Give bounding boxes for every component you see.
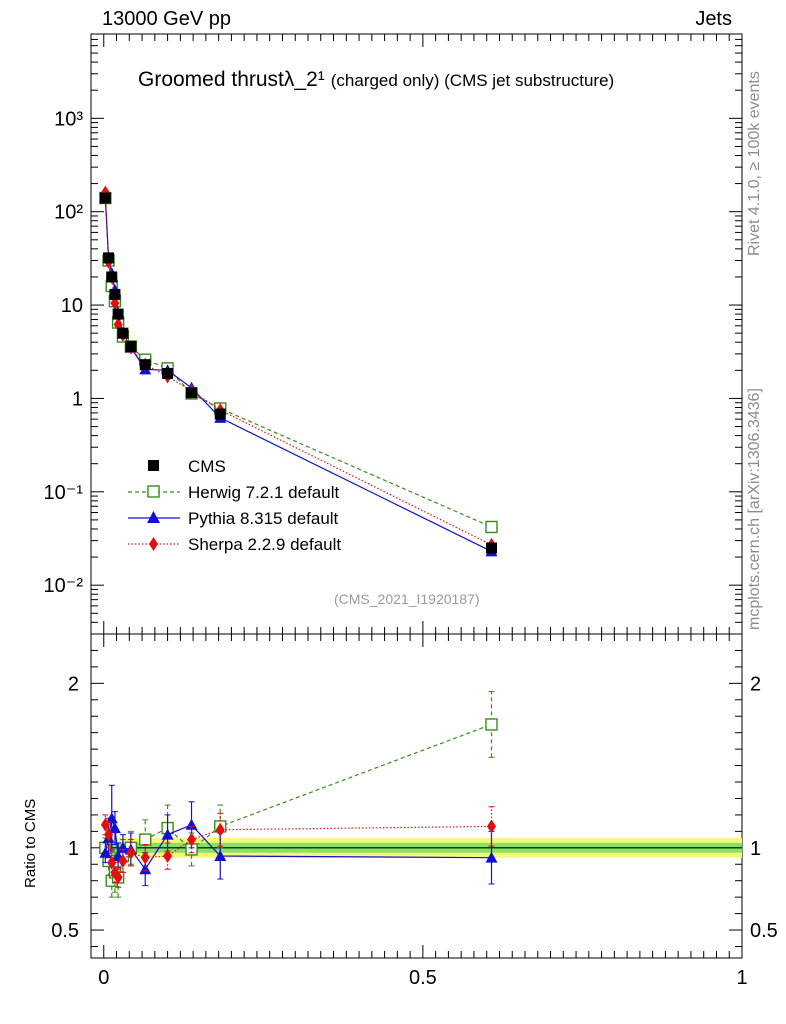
ratio-point-sherpa — [140, 850, 150, 865]
ratio-point-sherpa — [126, 845, 136, 860]
data-point-cms — [106, 271, 118, 283]
x-tick-label: 1 — [736, 967, 747, 989]
main-y-tick-label: 10⁻² — [44, 575, 84, 597]
ratio-point-sherpa — [486, 819, 496, 834]
main-y-tick-label: 1 — [72, 388, 83, 410]
data-point-cms — [214, 408, 226, 420]
data-point-cms — [162, 367, 174, 379]
data-point-cms — [99, 192, 111, 204]
legend-label-pythia: Pythia 8.315 default — [188, 509, 339, 528]
data-point-cms — [103, 252, 115, 264]
data-point-cms — [125, 340, 137, 352]
analysis-tag: (CMS_2021_I1920187) — [334, 591, 480, 607]
ratio-frame — [90, 633, 743, 959]
ratio-point-pythia — [108, 822, 121, 834]
ratio-point-sherpa — [113, 870, 123, 885]
legend-item-pythia: Pythia 8.315 default — [118, 507, 418, 533]
legend-item-herwig: Herwig 7.2.1 default — [118, 481, 418, 507]
main-y-tick-label: 10 — [61, 295, 83, 317]
ratio-point-pythia — [485, 851, 498, 863]
x-tick-label: 0 — [98, 967, 109, 989]
ratio-point-sherpa — [215, 822, 225, 837]
header-left: 13000 GeV pp — [102, 8, 231, 30]
ratio-point-sherpa — [104, 827, 114, 842]
chart-title-sub: (charged only) (CMS jet substructure) — [330, 71, 615, 90]
ratio-point-sherpa — [187, 832, 197, 847]
rivet-version-label: Rivet 4.1.0, ≥ 100k events — [746, 71, 763, 256]
ratio-line-sherpa — [104, 824, 492, 879]
ratio-point-herwig — [485, 718, 498, 731]
main-y-tick-label: 10² — [54, 202, 83, 224]
ratio-point-pythia — [116, 841, 129, 853]
legend-item-sherpa: Sherpa 2.2.9 default — [118, 533, 418, 559]
data-point-cms — [186, 387, 198, 399]
ratio-y-axis-label: Ratio to CMS — [22, 798, 39, 888]
legend-label-cms: CMS — [188, 457, 226, 476]
ratio-point-pythia — [214, 850, 227, 862]
ratio-point-pythia — [185, 818, 198, 830]
header-right: Jets — [695, 8, 732, 30]
ratio-y-tick-label-right: 1 — [750, 838, 761, 860]
ratio-point-sherpa — [163, 849, 173, 864]
data-point-cms — [117, 327, 129, 339]
data-point-herwig — [485, 520, 498, 534]
ratio-point-herwig — [139, 833, 152, 846]
ratio-point-sherpa — [118, 853, 128, 868]
ratio-point-pythia — [161, 828, 174, 840]
main-y-tick-label: 10⁻¹ — [44, 482, 84, 504]
ratio-y-tick-label: 1 — [68, 838, 79, 860]
ratio-panel: 0 0.5 1 0.5 0.5 1 1 2 2 — [51, 633, 778, 989]
data-point-cms — [139, 359, 151, 371]
ratio-point-pythia — [139, 863, 152, 875]
x-tick-label: 0.5 — [409, 967, 437, 989]
chart-title-main: Groomed thrustλ_2¹ — [138, 68, 325, 91]
main-panel: 10⁻² 10⁻¹ 1 10 10² 10³ — [44, 33, 743, 635]
main-y-tick-label: 10³ — [54, 108, 83, 130]
ratio-y-tick-label-right: 0.5 — [750, 920, 778, 942]
data-point-cms — [485, 542, 497, 554]
ratio-y-tick-label: 0.5 — [51, 920, 79, 942]
legend: CMS Herwig 7.2.1 default Pythia 8.315 de… — [118, 455, 418, 559]
ratio-point-sherpa — [107, 855, 117, 870]
ratio-y-tick-label: 2 — [68, 673, 79, 695]
ratio-y-tick-label-right: 2 — [750, 673, 761, 695]
legend-item-cms: CMS — [118, 455, 418, 481]
chart-title: Groomed thrustλ_2¹ (charged only) (CMS je… — [138, 68, 614, 92]
mcplots-reference-label: mcplots.cern.ch [arXiv:1306.3436] — [746, 388, 763, 630]
data-point-cms — [112, 308, 124, 320]
legend-label-sherpa: Sherpa 2.2.9 default — [188, 535, 342, 554]
data-point-cms — [109, 288, 121, 300]
legend-label-herwig: Herwig 7.2.1 default — [188, 483, 340, 502]
